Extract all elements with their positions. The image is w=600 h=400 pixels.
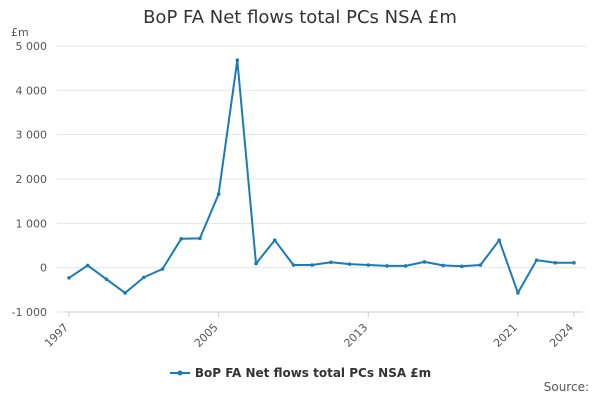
- data-point[interactable]: [235, 58, 240, 62]
- data-point[interactable]: [441, 263, 445, 268]
- x-tick-label: 2024: [547, 321, 576, 350]
- data-point[interactable]: [291, 263, 296, 267]
- data-point[interactable]: [366, 263, 371, 267]
- data-point[interactable]: [534, 258, 539, 262]
- series-layer: [67, 58, 576, 295]
- data-point[interactable]: [572, 260, 576, 265]
- chart-title: BoP FA Net flows total PCs NSA £m: [143, 7, 457, 28]
- data-point[interactable]: [104, 277, 109, 281]
- data-point[interactable]: [422, 260, 427, 264]
- data-point[interactable]: [497, 238, 501, 242]
- data-point[interactable]: [329, 260, 333, 265]
- data-point[interactable]: [272, 238, 277, 242]
- y-tick-label: 3 000: [16, 129, 48, 142]
- data-point[interactable]: [516, 291, 520, 295]
- x-tick-label: 2021: [491, 321, 520, 350]
- data-point[interactable]: [216, 192, 221, 196]
- legend: BoP FA Net flows total PCs NSA £m: [0, 366, 600, 381]
- y-tick-label: 4 000: [16, 84, 48, 97]
- series-line: [68, 59, 574, 294]
- source-label: Source:: [543, 380, 589, 394]
- data-point[interactable]: [85, 263, 90, 268]
- gridlines: [57, 45, 586, 313]
- data-point[interactable]: [478, 263, 483, 267]
- x-tick-label: 2005: [192, 321, 221, 350]
- data-point[interactable]: [553, 260, 558, 265]
- data-point[interactable]: [198, 236, 202, 241]
- data-point[interactable]: [385, 264, 389, 268]
- data-point[interactable]: [310, 263, 314, 267]
- data-point[interactable]: [347, 262, 352, 266]
- y-tick-label: 1 000: [16, 217, 48, 230]
- legend-line-marker-icon: [169, 370, 190, 376]
- axes: -1 000 0 1 000 2 000 3 000 4 000 5 000 1997 2005…: [12, 40, 581, 350]
- data-point[interactable]: [254, 261, 258, 266]
- y-tick-label: -1 000: [12, 306, 47, 319]
- y-tick-label: 0: [40, 262, 47, 275]
- data-point[interactable]: [123, 291, 127, 295]
- data-point[interactable]: [142, 275, 146, 280]
- legend-item[interactable]: BoP FA Net flows total PCs NSA £m: [169, 366, 431, 380]
- data-point[interactable]: [403, 264, 408, 268]
- y-tick-label: 5 000: [16, 40, 48, 53]
- legend-label: BoP FA Net flows total PCs NSA £m: [194, 366, 432, 380]
- data-point[interactable]: [459, 264, 464, 269]
- y-axis-unit-label: £m: [11, 26, 29, 39]
- data-point[interactable]: [67, 276, 71, 280]
- x-tick-label: 1997: [42, 321, 71, 350]
- x-tick-label: 2013: [341, 321, 370, 350]
- data-point[interactable]: [179, 237, 184, 241]
- data-point[interactable]: [160, 267, 165, 271]
- y-tick-label: 2 000: [16, 173, 48, 186]
